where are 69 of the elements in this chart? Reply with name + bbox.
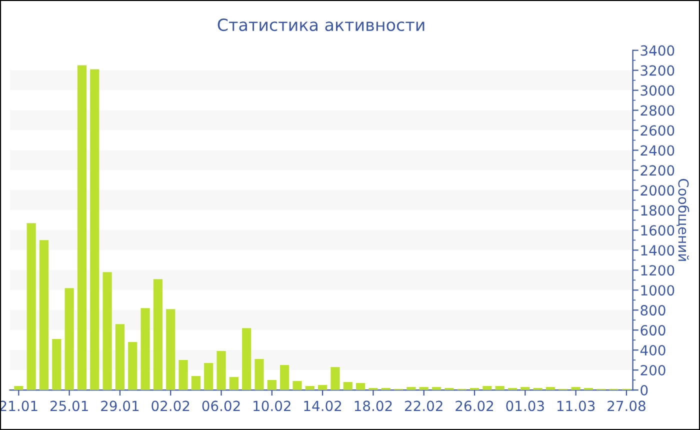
chart-title: Статистика активности <box>218 18 424 32</box>
y-tick-label: 800 <box>640 305 666 316</box>
y-tick-label: 600 <box>640 325 666 336</box>
x-tick-label: 18.02 <box>354 400 392 412</box>
bar <box>318 385 328 390</box>
x-tick-label: 06.02 <box>202 400 240 412</box>
bar <box>546 387 556 390</box>
bar <box>305 386 314 390</box>
y-tick-label: 400 <box>640 345 666 356</box>
bar <box>52 339 62 390</box>
bar <box>280 365 290 390</box>
bar <box>115 324 125 390</box>
bar <box>102 272 112 390</box>
y-tick-label: 1800 <box>641 205 674 216</box>
bar <box>520 387 530 390</box>
x-tick-label: 11.03 <box>557 400 595 412</box>
x-tick-label: 21.01 <box>0 400 38 412</box>
y-tick-label: 3200 <box>640 65 674 76</box>
y-tick-label: 1200 <box>641 265 674 276</box>
x-tick-label: 10.02 <box>254 400 290 412</box>
x-tick-label: 26.02 <box>456 400 494 412</box>
bar <box>242 328 252 390</box>
x-tick-label: 14.02 <box>304 400 342 412</box>
bar <box>419 387 428 390</box>
y-tick-label: 0 <box>640 384 648 396</box>
y-tick-label: 1400 <box>641 245 674 256</box>
bar <box>204 363 214 390</box>
x-tick-label: 27.08 <box>608 400 646 412</box>
y-tick-label: 3400 <box>640 45 674 56</box>
bar <box>330 367 340 390</box>
bar <box>64 288 74 390</box>
y-tick-label: 200 <box>640 364 666 376</box>
bar <box>14 386 24 390</box>
bar <box>178 360 188 390</box>
x-tick-label: 25.01 <box>50 400 88 412</box>
bar <box>166 309 176 390</box>
y-tick-label: 2000 <box>640 185 674 196</box>
bar <box>406 387 416 390</box>
bar <box>292 381 302 390</box>
bar <box>191 376 200 390</box>
y-tick-label: 2400 <box>640 145 674 156</box>
bar <box>432 387 442 390</box>
bar <box>267 380 276 390</box>
bar <box>356 383 366 390</box>
y-tick-label: 1600 <box>641 225 674 236</box>
x-tick-label: 02.02 <box>152 400 190 412</box>
y-tick-label: 1000 <box>641 285 674 296</box>
y-axis-title: Сообщений <box>676 178 690 261</box>
y-tick-label: 2800 <box>640 105 674 116</box>
y-tick-label: 2600 <box>640 125 674 136</box>
bar <box>343 382 352 390</box>
x-tick-label: 22.02 <box>405 400 442 412</box>
bar <box>39 240 49 390</box>
y-tick-label: 2200 <box>640 165 674 176</box>
bar <box>216 351 226 390</box>
bar <box>77 65 87 390</box>
bar <box>90 69 100 390</box>
x-tick-label: 29.01 <box>101 400 139 412</box>
bar <box>482 386 492 390</box>
bar <box>571 387 580 390</box>
x-tick-label: 01.03 <box>506 400 544 412</box>
y-tick-label: 3000 <box>640 85 674 96</box>
bar <box>229 377 238 390</box>
bar <box>26 223 36 390</box>
bar <box>153 279 163 390</box>
bar <box>254 359 264 390</box>
bar <box>495 386 504 390</box>
bar <box>128 342 138 390</box>
bar <box>140 308 150 390</box>
